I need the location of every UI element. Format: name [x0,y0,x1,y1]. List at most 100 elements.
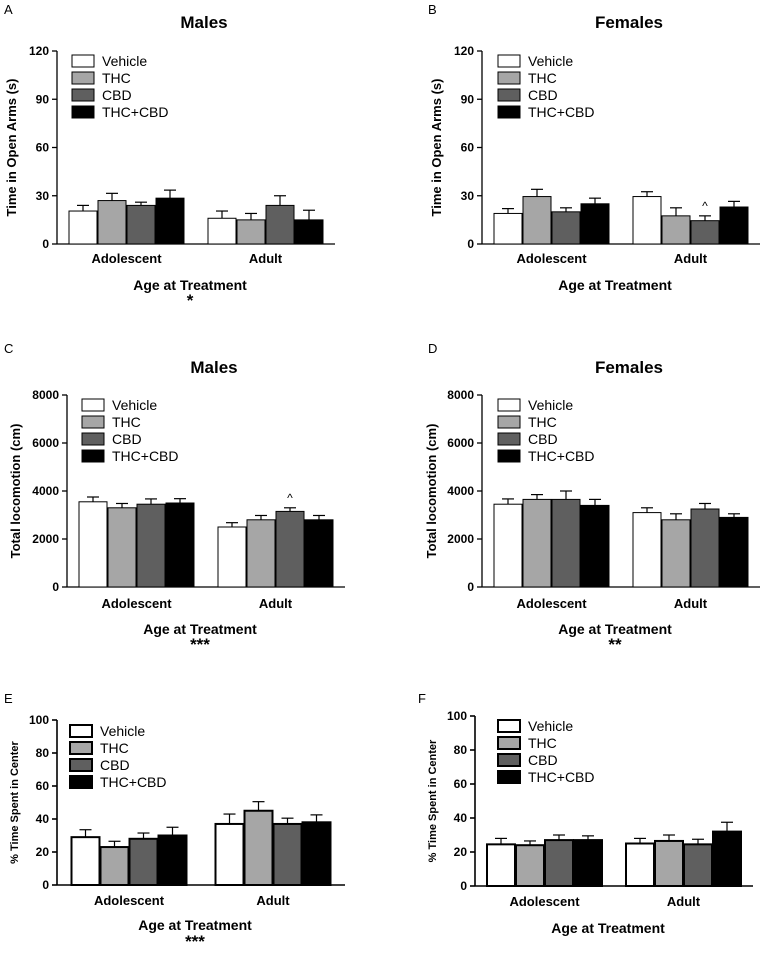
x-tick-label: Adult [249,251,283,266]
bar-thc-cbd-adult [294,219,324,245]
legend-swatch [497,719,521,733]
legend-swatch [497,753,521,767]
legend-label: THC [102,70,131,86]
bar-vehicle-adult [217,526,247,588]
bar-thc-adult [246,519,276,588]
y-tick-label: 60 [454,777,468,791]
y-tick-label: 20 [36,845,50,859]
legend-label: THC [112,414,141,430]
panel-letter: B [428,2,437,17]
legend-label: THC+CBD [102,104,169,120]
x-axis-label: Age at Treatment [138,917,252,933]
bar-vehicle-adolescent [493,212,523,245]
y-tick-label: 20 [454,845,468,859]
panel-title: Females [595,13,663,32]
legend-label: THC+CBD [528,448,595,464]
y-axis-label: Time in Open Arms (s) [4,79,19,217]
chart-panel-c: C Males Total locomotion (cm) 0 2000 4000 6000… [4,341,345,654]
legend-label: CBD [528,752,558,768]
legend-swatch [69,758,93,772]
bar-thc-adult [236,219,266,245]
bar-vehicle-adolescent [68,210,98,245]
panel-letter: C [4,341,13,356]
bar-cbd-adult [272,822,303,887]
y-tick-label: 0 [42,237,49,251]
y-axis-label: % Time Spent in Center [427,739,439,862]
bar-thc-cbd-adolescent [157,834,188,886]
y-tick-label: 60 [36,779,50,793]
legend-swatch [81,415,105,429]
bar-cbd-adolescent [128,837,159,886]
bar-cbd-adult [265,204,295,245]
panel-letter: A [4,2,13,17]
bar-cbd-adolescent [544,839,574,887]
legend-label: Vehicle [528,718,573,734]
y-tick-label: 2000 [32,532,59,546]
chart-panel-a: A Males Time in Open Arms (s) 0 30 60 90 120 Ado… [4,2,335,310]
legend-label: THC [528,735,557,751]
y-tick-label: 8000 [32,388,59,402]
bar-thc-adult [661,519,691,588]
y-tick-label: 8000 [447,388,474,402]
panel-letter: F [418,691,426,706]
y-axis-label: Time in Open Arms (s) [429,79,444,217]
bar-thc-cbd-adolescent [580,203,610,245]
y-tick-label: 6000 [32,436,59,450]
legend-label: Vehicle [528,397,573,413]
legend-swatch [71,71,95,85]
bar-vehicle-adult [214,822,245,887]
y-tick-label: 6000 [447,436,474,450]
panel-title: Males [180,13,227,32]
legend-label: Vehicle [100,723,145,739]
y-tick-label: 0 [460,879,467,893]
legend-swatch [497,770,521,784]
x-tick-label: Adolescent [509,894,580,909]
bar-vehicle-adult [207,217,237,245]
legend-swatch [497,71,521,85]
bar-vehicle-adult [625,842,655,887]
bar-thc-adolescent [107,507,137,588]
y-tick-label: 100 [29,713,49,727]
legend-swatch [81,432,105,446]
x-tick-label: Adolescent [101,596,172,611]
significance-marker: ** [608,635,622,654]
chart-panel-e: E % Time Spent in Center 0 20 40 60 80 100 Adole… [4,691,345,951]
legend-swatch [497,736,521,750]
y-tick-label: 80 [36,746,50,760]
y-axis-label: Total locomotion (cm) [8,424,23,559]
bar-thc-cbd-adult [719,206,749,245]
bar-vehicle-adolescent [78,501,108,588]
bar-thc-cbd-adult [712,830,742,887]
legend-label: THC [528,70,557,86]
bar-thc-cbd-adult [719,516,749,588]
bar-thc-adolescent [97,200,127,245]
x-tick-label: Adolescent [516,596,587,611]
panel-title: Males [190,358,237,377]
bar-vehicle-adult [632,196,662,245]
legend-label: CBD [528,431,558,447]
bar-thc-adult [661,215,691,245]
legend-label: Vehicle [102,53,147,69]
y-tick-label: 60 [36,141,50,155]
panel-title: Females [595,358,663,377]
significance-marker: *** [185,932,205,951]
x-axis-label: Age at Treatment [551,920,665,936]
significance-marker: * [187,291,194,310]
y-tick-label: 90 [461,92,475,106]
y-tick-label: 30 [36,189,50,203]
y-tick-label: 120 [454,44,474,58]
legend-swatch [497,105,521,119]
bar-vehicle-adult [632,512,662,588]
x-axis-label: Age at Treatment [133,277,247,293]
x-axis-label: Age at Treatment [558,621,672,637]
bar-thc-cbd-adult [304,519,334,588]
y-axis-label: % Time Spent in Center [9,740,21,863]
legend-swatch [497,415,521,429]
legend-swatch [497,54,521,68]
significance-caret: ^ [702,199,708,213]
legend-label: THC [100,740,129,756]
bar-vehicle-adolescent [493,503,523,588]
